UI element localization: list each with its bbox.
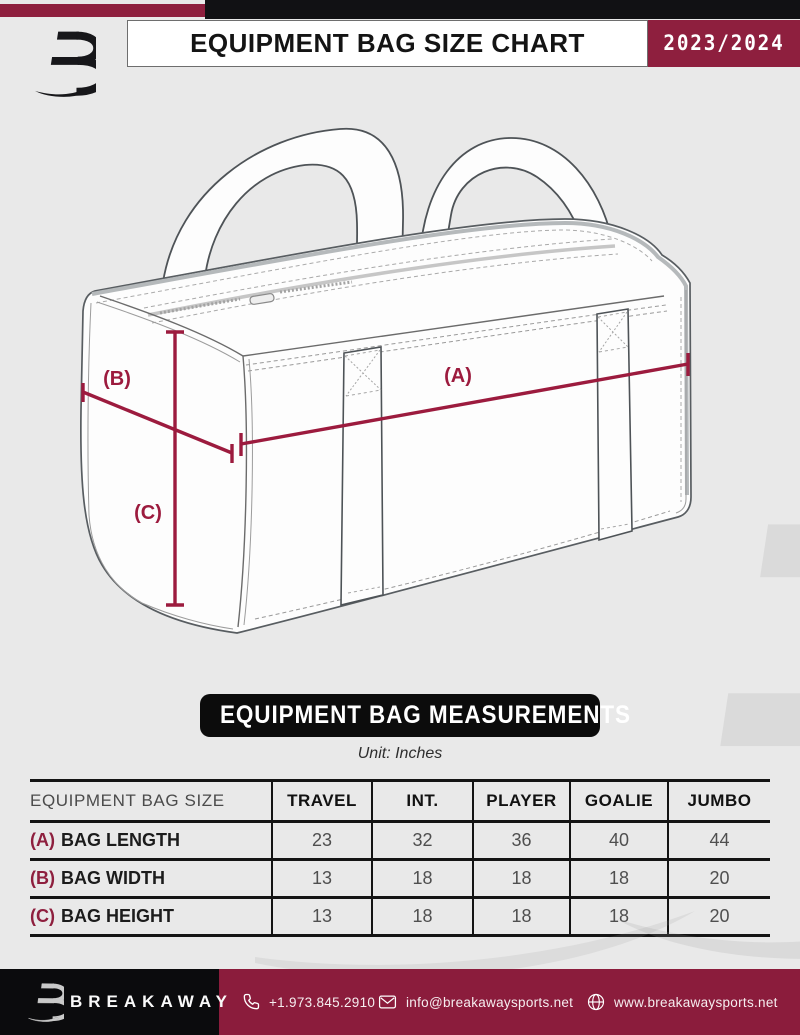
front-top-fold: [242, 295, 665, 357]
zipper-slider: [249, 293, 275, 305]
cell-length-int: 32: [371, 821, 473, 861]
table-row-height: (C) BAG HEIGHT 13 18 18 18 20: [30, 897, 770, 937]
table-row-width: (B) BAG WIDTH 13 18 18 18 20: [30, 859, 770, 899]
page-title-box: EQUIPMENT BAG SIZE CHART: [127, 20, 648, 67]
cell-height-goalie: 18: [569, 897, 668, 937]
col-player: PLAYER: [472, 779, 570, 823]
bag-piping: [91, 220, 689, 496]
cell-height-travel: 13: [271, 897, 372, 937]
width-label: (B): [103, 368, 131, 390]
zipper-teeth: [147, 244, 616, 317]
season-badge: 2023/2024: [648, 20, 800, 67]
cell-height-jumbo: 20: [667, 897, 770, 937]
footer-brand-block: [0, 969, 219, 1035]
cell-length-player: 36: [472, 821, 570, 861]
width-measure-line: [82, 390, 233, 455]
cell-width-jumbo: 20: [667, 859, 770, 899]
row-label: BAG HEIGHT: [61, 906, 175, 926]
length-measure-line: [240, 362, 689, 446]
measurement-lines: [81, 330, 690, 607]
measurements-banner-text: EQUIPMENT BAG MEASUREMENTS: [220, 701, 631, 729]
footer-contact-bar: [219, 969, 800, 1035]
table-header-row: EQUIPMENT BAG SIZE TRAVEL INT. PLAYER GO…: [30, 779, 770, 823]
header-maroon-strip: [0, 4, 205, 17]
footer: BREAKAWAY +1.973.845.2910 info@breakaway…: [0, 969, 800, 1035]
website-url: www.breakawaysports.net: [614, 994, 778, 1010]
row-key: (C): [30, 906, 55, 926]
length-label: (A): [444, 365, 472, 387]
bag-right-strap: [596, 308, 633, 542]
header-black-bar: [205, 0, 800, 19]
zipper-stitch-bottom: [151, 253, 619, 324]
breakaway-logo-footer-icon: [22, 980, 64, 1025]
breakaway-logo-icon: [24, 26, 96, 102]
zipper-stitch-top: [143, 238, 613, 309]
col-goalie: GOALIE: [569, 779, 668, 823]
phone-contact[interactable]: +1.973.845.2910: [241, 969, 375, 1035]
season-label: 2023/2024: [663, 31, 785, 55]
size-table: EQUIPMENT BAG SIZE TRAVEL INT. PLAYER GO…: [30, 779, 770, 937]
bag-left-strap: [340, 346, 384, 607]
unit-note: Unit: Inches: [357, 745, 443, 762]
equipment-bag-diagram: (A) (B) (C): [79, 128, 692, 634]
height-label: (C): [134, 502, 162, 524]
cell-length-travel: 23: [271, 821, 372, 861]
row-key: (A): [30, 830, 55, 850]
cell-width-goalie: 18: [569, 859, 668, 899]
row-label: BAG WIDTH: [61, 868, 165, 888]
cell-height-int: 18: [371, 897, 473, 937]
cell-width-int: 18: [371, 859, 473, 899]
cell-length-goalie: 40: [569, 821, 668, 861]
email-contact[interactable]: info@breakawaysports.net: [377, 969, 573, 1035]
cell-width-travel: 13: [271, 859, 372, 899]
envelope-icon: [378, 995, 397, 1009]
col-int: INT.: [371, 779, 473, 823]
cell-width-player: 18: [472, 859, 570, 899]
phone-number: +1.973.845.2910: [269, 994, 376, 1010]
phone-icon: [243, 993, 260, 1010]
cell-length-jumbo: 44: [667, 821, 770, 861]
measurements-banner: EQUIPMENT BAG MEASUREMENTS: [200, 694, 631, 737]
table-row-length: (A) BAG LENGTH 23 32 36 40 44: [30, 821, 770, 861]
page-title: EQUIPMENT BAG SIZE CHART: [190, 28, 585, 58]
row-key: (B): [30, 868, 55, 888]
size-header-cell: EQUIPMENT BAG SIZE: [30, 779, 272, 823]
cell-height-player: 18: [472, 897, 570, 937]
globe-icon: [587, 993, 605, 1011]
col-travel: TRAVEL: [271, 779, 372, 823]
website-contact[interactable]: www.breakawaysports.net: [586, 969, 778, 1035]
brand-name: BREAKAWAY: [70, 992, 233, 1011]
col-jumbo: JUMBO: [667, 779, 770, 823]
email-address: info@breakawaysports.net: [406, 994, 574, 1010]
row-label: BAG LENGTH: [61, 830, 180, 850]
left-strap-stitch-box: [344, 349, 382, 594]
